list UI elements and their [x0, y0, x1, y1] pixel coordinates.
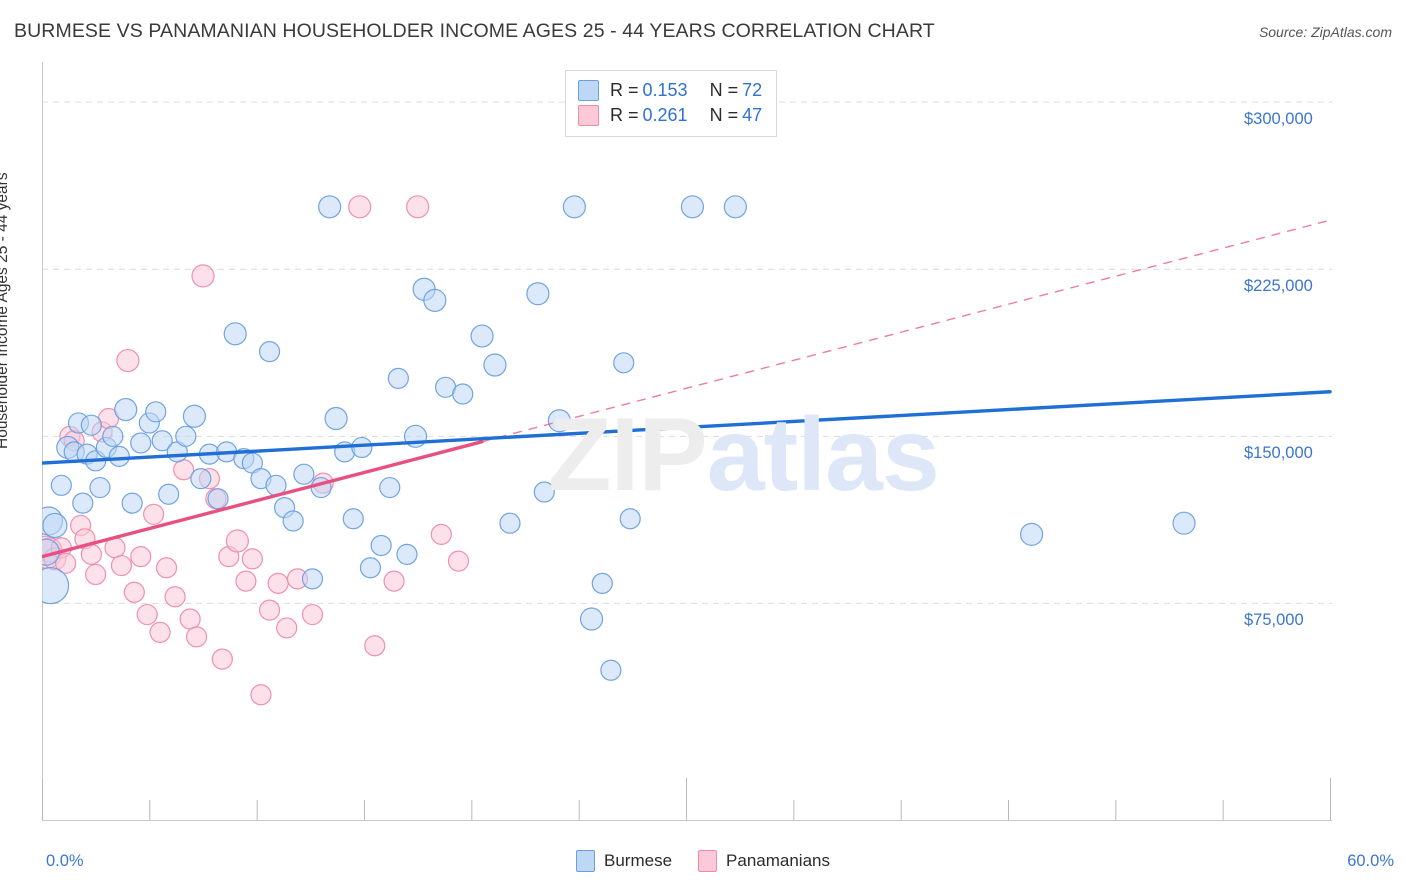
y-tick-label: $75,000 [1244, 611, 1304, 630]
stats-row-burmese: R = 0.153 N = 72 [578, 78, 762, 103]
burmese-r-value: 0.153 [642, 80, 688, 100]
series-legend: Burmese Panamanians [0, 850, 1406, 872]
panamanian-trendline [42, 219, 1331, 559]
y-axis-title: Householder Income Ages 25 - 44 years [0, 172, 11, 449]
burmese-n-value: 72 [742, 80, 763, 100]
panamanian-legend-swatch-icon [698, 850, 718, 872]
x-tick-marks [42, 778, 1331, 820]
burmese-n-label: N = [709, 80, 739, 100]
panamanian-n-label: N = [709, 105, 739, 125]
panamanian-n-value: 47 [742, 105, 763, 125]
x-axis-max-label: 60.0% [1347, 852, 1394, 870]
panamanian-swatch-icon [578, 105, 599, 126]
axis-lines [42, 62, 1332, 821]
series-legend-label: Panamanians [726, 851, 830, 870]
burmese-swatch-icon [578, 80, 599, 101]
stats-row-panamanian: R = 0.261 N = 47 [578, 103, 762, 128]
burmese-legend-swatch-icon [576, 850, 595, 872]
correlation-stats-legend: R = 0.153 N = 72 R = 0.261 N = 47 [565, 70, 778, 137]
burmese-trendline [42, 390, 1332, 465]
burmese-points [42, 195, 1196, 681]
x-axis-min-label: 0.0% [46, 852, 84, 870]
gridlines [42, 101, 1332, 604]
series-legend-item[interactable]: Panamanians [698, 850, 830, 872]
burmese-r-label: R = [610, 80, 639, 100]
panamanian-r-label: R = [610, 105, 639, 125]
page-title: BURMESE VS PANAMANIAN HOUSEHOLDER INCOME… [14, 20, 935, 42]
y-tick-label: $150,000 [1244, 444, 1313, 463]
y-tick-label: $300,000 [1244, 110, 1313, 129]
scatter-canvas [42, 62, 1332, 821]
panamanian-r-value: 0.261 [642, 105, 688, 125]
series-legend-item[interactable]: Burmese [576, 850, 672, 872]
source-label: Source: ZipAtlas.com [1258, 24, 1392, 40]
plot-area [42, 62, 1332, 824]
y-tick-label: $225,000 [1244, 277, 1313, 296]
series-legend-label: Burmese [604, 851, 673, 870]
